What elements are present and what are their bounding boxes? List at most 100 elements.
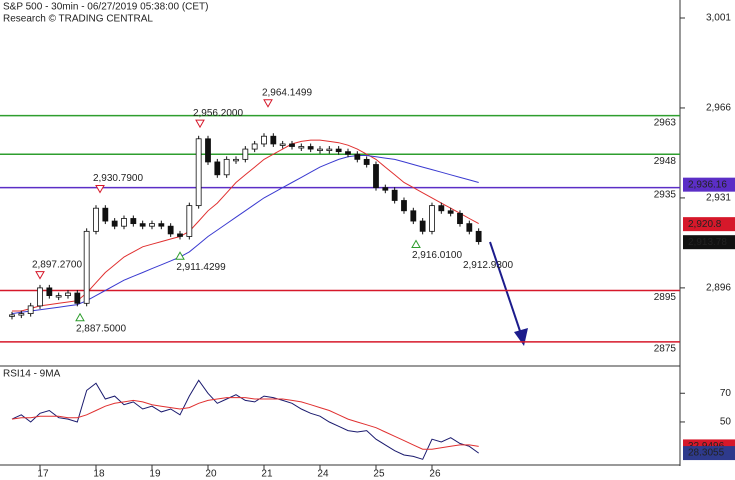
low-marker bbox=[175, 251, 185, 260]
candle bbox=[242, 148, 249, 160]
annotation-label: 2,887.5000 bbox=[76, 323, 126, 334]
candle bbox=[27, 305, 34, 314]
candle bbox=[429, 205, 435, 232]
price-tag bbox=[683, 235, 735, 250]
annotation-label: 2,964.1499 bbox=[262, 87, 312, 98]
candle bbox=[149, 223, 155, 227]
chart-title: S&P 500 - 30min - 06/27/2019 05:38:00 (C… bbox=[3, 2, 209, 13]
candle bbox=[223, 158, 230, 176]
annotation-label: 2,956.2000 bbox=[193, 108, 243, 119]
candle bbox=[373, 164, 379, 189]
candle bbox=[363, 158, 370, 165]
price-tag bbox=[683, 177, 735, 192]
candle bbox=[158, 223, 165, 227]
candle bbox=[382, 187, 389, 191]
candle bbox=[438, 205, 445, 212]
level-label: 2948 bbox=[654, 156, 677, 167]
candle bbox=[177, 233, 183, 237]
candle bbox=[419, 220, 426, 232]
candle bbox=[447, 210, 454, 214]
candle bbox=[391, 189, 398, 201]
candle bbox=[354, 153, 361, 160]
candle bbox=[279, 143, 286, 146]
candle bbox=[475, 230, 482, 243]
price-tag-label: 2,936.16 bbox=[688, 179, 727, 190]
x-tick-label: 26 bbox=[429, 469, 441, 480]
candle bbox=[167, 225, 174, 235]
candle bbox=[214, 161, 221, 176]
candle bbox=[65, 292, 71, 296]
x-tick-label: 25 bbox=[373, 469, 385, 480]
candle bbox=[345, 151, 351, 155]
annotation-label: 2,911.4299 bbox=[176, 262, 226, 273]
x-tick-label: 19 bbox=[149, 469, 161, 480]
high-marker bbox=[263, 99, 273, 108]
line-series bbox=[11, 155, 479, 315]
annotation-label: 2,916.0100 bbox=[412, 250, 462, 261]
level-label: 2875 bbox=[654, 344, 677, 355]
annotation-label: 2,912.9300 bbox=[463, 260, 513, 271]
high-marker bbox=[95, 184, 105, 194]
candle bbox=[93, 207, 99, 232]
candle bbox=[251, 143, 258, 150]
chart-subtitle: Research © TRADING CENTRAL bbox=[3, 14, 153, 25]
price-tag bbox=[683, 446, 735, 461]
candle bbox=[139, 223, 146, 227]
candle bbox=[83, 230, 90, 304]
candle bbox=[410, 210, 417, 222]
level-label: 2935 bbox=[654, 189, 677, 200]
candle bbox=[466, 223, 473, 232]
candle bbox=[111, 220, 118, 227]
price-tag-label: 2,920.8 bbox=[688, 219, 722, 230]
candle bbox=[457, 212, 463, 225]
x-tick-label: 24 bbox=[317, 469, 329, 480]
candle bbox=[326, 148, 333, 151]
y-tick-label: 3,001 bbox=[706, 13, 731, 24]
x-tick-label: 20 bbox=[205, 469, 217, 480]
rsi-title: RSI14 - 9MA bbox=[3, 369, 61, 380]
line-series bbox=[12, 139, 479, 312]
high-marker bbox=[35, 271, 45, 280]
candle bbox=[102, 207, 109, 222]
price-tag bbox=[683, 217, 735, 232]
candle bbox=[261, 135, 267, 145]
candle bbox=[55, 295, 62, 298]
y-tick-label: 2,896 bbox=[706, 283, 731, 294]
low-marker bbox=[411, 239, 421, 248]
line-series bbox=[11, 397, 479, 450]
candle bbox=[307, 146, 314, 150]
candle bbox=[195, 138, 202, 207]
candle bbox=[270, 135, 277, 145]
candle bbox=[317, 148, 323, 151]
y-tick-label: 50 bbox=[720, 417, 732, 428]
annotation-label: 2,930.7900 bbox=[93, 173, 143, 184]
price-tag-label: 2,913.78 bbox=[688, 237, 727, 248]
annotation-label: 2,897.2700 bbox=[32, 259, 82, 270]
low-marker bbox=[75, 312, 85, 322]
candle bbox=[205, 138, 211, 163]
x-tick-label: 17 bbox=[37, 469, 49, 480]
level-label: 2895 bbox=[654, 292, 677, 303]
candle bbox=[335, 148, 342, 153]
x-tick-label: 18 bbox=[93, 469, 105, 480]
candle bbox=[46, 287, 53, 296]
candle bbox=[121, 218, 127, 227]
x-tick-label: 21 bbox=[261, 469, 273, 480]
candle bbox=[9, 314, 15, 317]
candle bbox=[186, 205, 193, 237]
high-marker bbox=[195, 119, 205, 129]
level-label: 2963 bbox=[654, 117, 677, 128]
line-series bbox=[11, 379, 479, 460]
candle bbox=[401, 200, 407, 212]
y-tick-label: 2,966 bbox=[706, 103, 731, 114]
candle bbox=[298, 146, 305, 149]
candle bbox=[37, 287, 43, 307]
candle bbox=[74, 292, 81, 304]
y-tick-label: 70 bbox=[720, 388, 732, 399]
candle bbox=[18, 313, 25, 316]
candle bbox=[289, 143, 295, 147]
candle bbox=[233, 158, 239, 162]
